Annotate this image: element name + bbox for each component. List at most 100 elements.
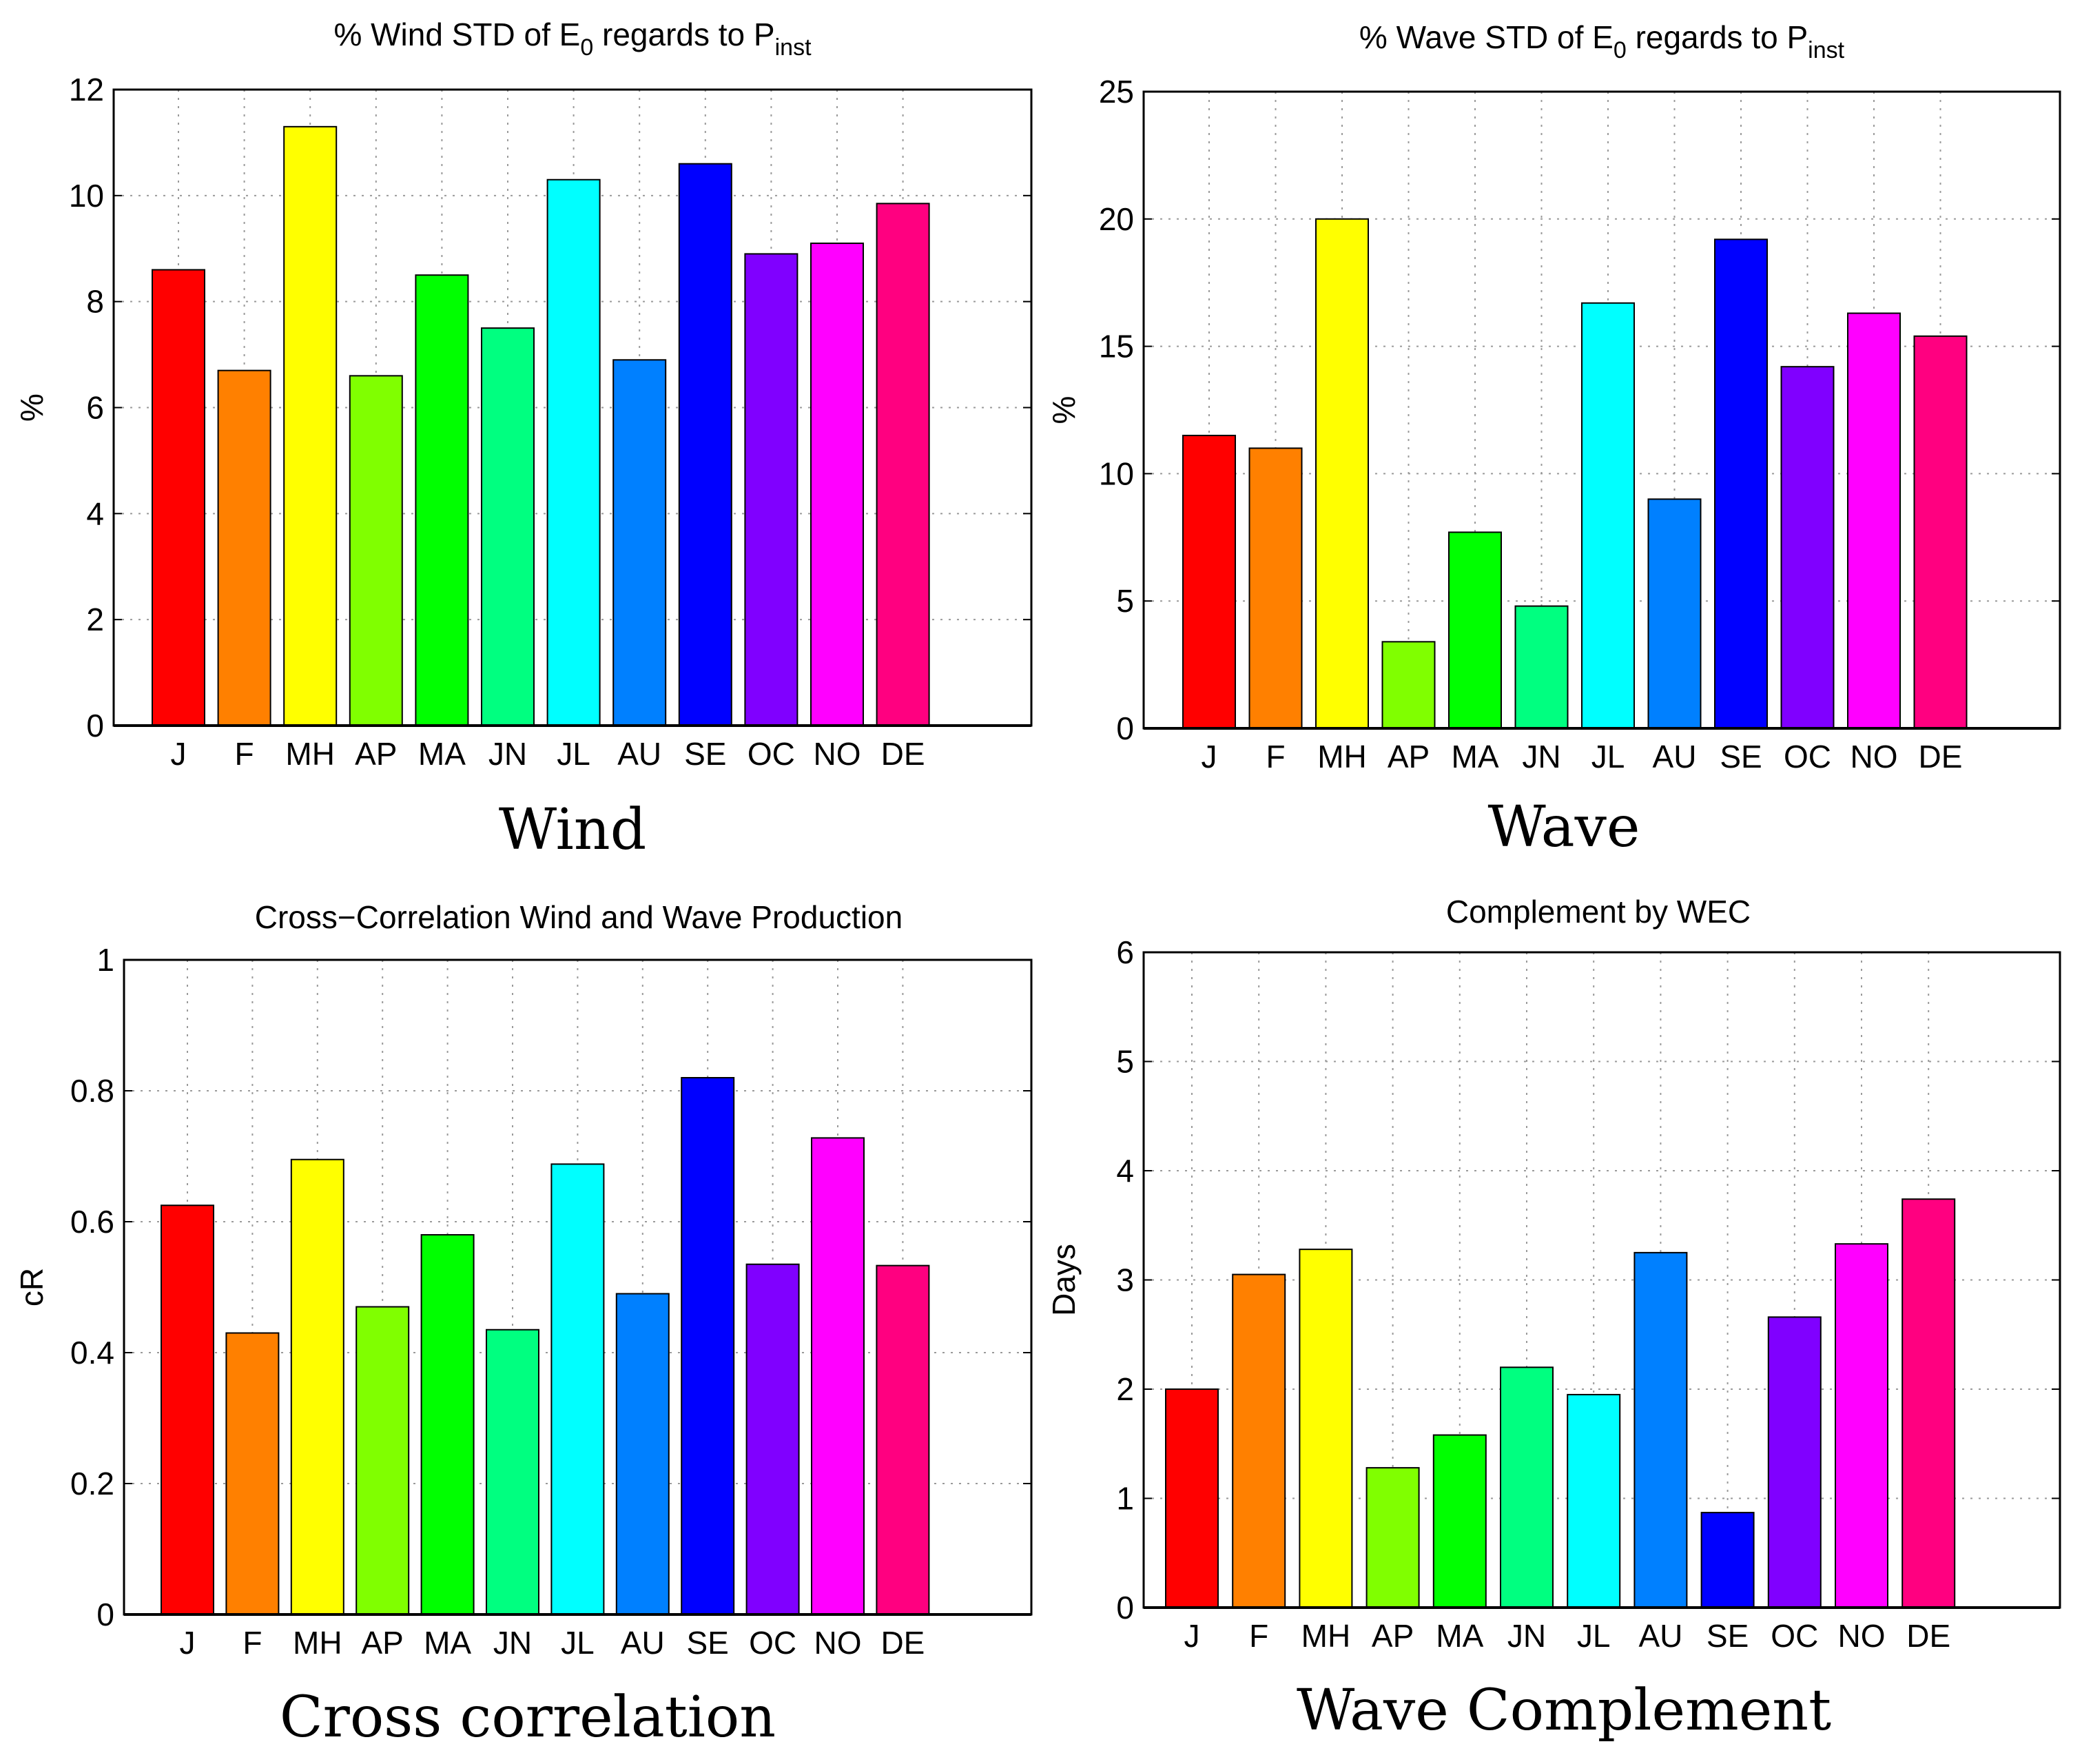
- wind-xtick-label: JN: [488, 736, 527, 772]
- wind-bar-no: [810, 243, 864, 726]
- title-main: % Wave STD of E: [1359, 19, 1614, 55]
- wave-bar-de: [1913, 335, 1968, 730]
- wave-bar-se: [1714, 238, 1768, 730]
- wind-bar-mh: [283, 125, 338, 726]
- wave-bar-mh: [1315, 218, 1369, 729]
- wind-ytick-label: 12: [69, 72, 104, 107]
- crosscorr-bar-jl: [550, 1163, 605, 1615]
- wave-xtick-label: NO: [1851, 739, 1898, 775]
- crosscorr-bar-f: [225, 1332, 280, 1615]
- crosscorr-xtick-label: NO: [814, 1625, 862, 1661]
- crosscorr-bar-no: [811, 1137, 865, 1615]
- wind-title: % Wind STD of E0 regards to Pinst: [333, 17, 812, 61]
- crosscorr-bar-de: [876, 1264, 930, 1616]
- wind-bar-f: [217, 369, 271, 726]
- title-subscript: 0: [580, 34, 593, 61]
- wave-bar-j: [1182, 434, 1236, 730]
- complement-bar-f: [1232, 1273, 1286, 1608]
- wave-xtick-label: DE: [1919, 739, 1963, 775]
- wind-xtick-label: OC: [748, 736, 795, 772]
- wind-xtick-label: DE: [881, 736, 925, 772]
- complement-bar-au: [1633, 1251, 1688, 1608]
- complement-xtick-label: OC: [1771, 1618, 1818, 1654]
- crosscorr-xtick-label: MH: [293, 1625, 342, 1661]
- wave-xtick-label: OC: [1784, 739, 1831, 775]
- crosscorr-bar-ap: [355, 1306, 410, 1615]
- wave-xtick-label: JN: [1522, 739, 1560, 775]
- wave-bar-oc: [1780, 366, 1835, 729]
- wave-xtick-label: J: [1202, 739, 1217, 775]
- wind-xtick-label: MA: [418, 736, 466, 772]
- wave-xtick-label: AU: [1653, 739, 1697, 775]
- crosscorr-xtick-label: AU: [621, 1625, 665, 1661]
- wind-xtick-label: NO: [814, 736, 861, 772]
- complement-ytick-label: 6: [1116, 934, 1134, 970]
- wave-chart: 0 5 10 15 20 25 J F MH AP MA JN JL AU SE OC NO DE% % Wave …: [1046, 19, 2061, 860]
- crosscorr-xtick-label: OC: [749, 1625, 796, 1661]
- crosscorr-xtick-label: JL: [561, 1625, 595, 1661]
- complement-bar-no: [1835, 1243, 1888, 1608]
- complement-ytick-label: 2: [1116, 1371, 1134, 1407]
- complement-chart: 0 1 2 3 4 5 6 J F MH AP MA JN JL AU SE OC NO DE Days Complem…: [1046, 894, 2061, 1743]
- crosscorr-ytick-label: 0.6: [70, 1204, 114, 1240]
- crosscorr-ytick-label: 0.4: [70, 1335, 114, 1371]
- crosscorr-bar-mh: [290, 1158, 344, 1615]
- wind-bar-jl: [546, 178, 601, 726]
- crosscorr-bar-oc: [745, 1263, 800, 1615]
- complement-ytick-label: 5: [1116, 1044, 1134, 1080]
- complement-xtick-label: DE: [1906, 1618, 1950, 1654]
- wave-bar-au: [1647, 498, 1702, 729]
- wave-bar-jl: [1581, 302, 1635, 729]
- wave-bar-jn: [1514, 605, 1569, 729]
- wave-ytick-label: 5: [1116, 583, 1134, 619]
- complement-ytick-label: 1: [1116, 1481, 1134, 1517]
- crosscorr-xtick-label: MA: [424, 1625, 471, 1661]
- wind-xtick-label: SE: [684, 736, 726, 772]
- crosscorr-bar-jn: [486, 1329, 539, 1615]
- wave-ylabel: %: [1046, 396, 1082, 424]
- crosscorr-ylabel: cR: [14, 1268, 50, 1306]
- complement-ytick-label: 0: [1116, 1590, 1134, 1625]
- complement-xtick-label: MA: [1436, 1618, 1483, 1654]
- wind-ylabel: %: [14, 393, 50, 422]
- complement-xtick-label: JL: [1577, 1618, 1611, 1654]
- wave-bar-no: [1847, 312, 1901, 729]
- wind-bar-oc: [744, 253, 798, 727]
- complement-xtick-label: F: [1249, 1618, 1268, 1654]
- title-subscript: 0: [1614, 37, 1627, 63]
- complement-xtick-label: MH: [1301, 1618, 1351, 1654]
- wave-ytick-label: 25: [1099, 74, 1134, 110]
- wind-xtick-label: AP: [355, 736, 397, 772]
- crosscorr-ytick-label: 0: [96, 1597, 114, 1632]
- crosscorr-ytick-label: 1: [96, 942, 114, 978]
- wind-bar-j: [152, 269, 205, 726]
- wind-bar-ma: [415, 274, 469, 727]
- complement-xtick-label: JN: [1507, 1618, 1546, 1654]
- wind-ytick-label: 8: [86, 284, 104, 320]
- complement-xtick-label: NO: [1838, 1618, 1886, 1654]
- wind-bar-de: [876, 203, 930, 726]
- wave-bar-ma: [1448, 531, 1502, 730]
- wave-bar-ap: [1381, 641, 1436, 729]
- wind-bar-se: [678, 163, 732, 726]
- wind-xtick-label: JL: [557, 736, 590, 772]
- wind-ytick-label: 2: [86, 602, 104, 637]
- wind-bar-ap: [349, 375, 403, 726]
- crosscorr-xtick-label: SE: [687, 1625, 729, 1661]
- crosscorr-xtick-label: F: [243, 1625, 262, 1661]
- complement-bar-jn: [1500, 1366, 1554, 1609]
- crosscorr-bar-se: [681, 1077, 735, 1615]
- wind-bar-au: [612, 359, 667, 726]
- title-subscript: inst: [775, 34, 812, 61]
- wave-title: % Wave STD of E0 regards to Pinst: [1359, 19, 1845, 63]
- complement-xtick-label: AP: [1372, 1618, 1414, 1654]
- complement-xtick-label: AU: [1638, 1618, 1682, 1654]
- complement-xtick-label: J: [1184, 1618, 1200, 1654]
- complement-ytick-label: 3: [1116, 1262, 1134, 1298]
- crosscorr-chart: 0 0.2 0.4 0.6 0.8 1 J F MH AP MA JN JL AU SE OC NO DE cR Cr…: [14, 899, 1033, 1750]
- wind-ytick-label: 4: [86, 495, 104, 531]
- complement-caption: Wave Complement: [1297, 1678, 1831, 1743]
- crosscorr-bar-au: [615, 1293, 670, 1615]
- complement-bar-j: [1165, 1388, 1219, 1608]
